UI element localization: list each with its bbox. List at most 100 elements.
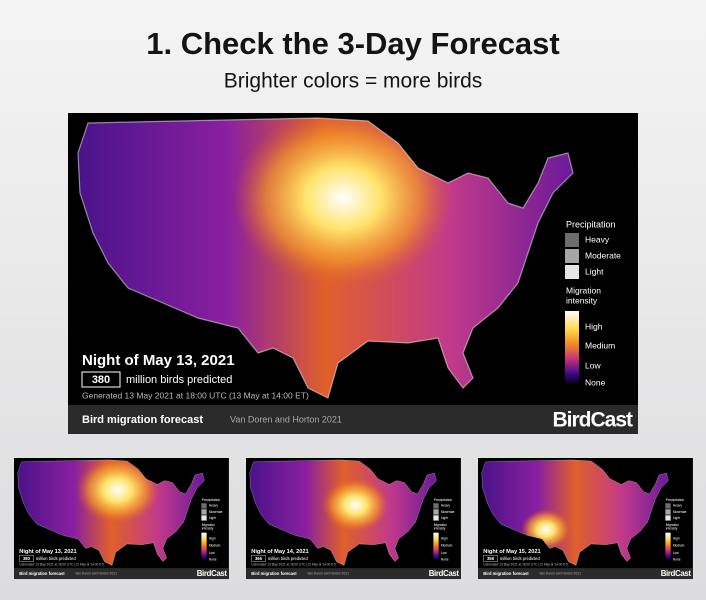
bird-count: 366 — [255, 556, 263, 561]
footer-label: Bird migration forecast — [251, 571, 297, 576]
brand: BirdCast — [661, 569, 692, 578]
legend-title: intensity — [202, 527, 214, 531]
precip-swatch — [201, 509, 207, 515]
migration-hotspot — [322, 477, 389, 533]
legend-label: Medium — [673, 544, 685, 548]
precip-swatch — [433, 509, 439, 515]
us-map — [481, 459, 669, 566]
color-bar — [565, 311, 579, 385]
precip-swatch — [665, 503, 671, 509]
count-box — [19, 555, 34, 562]
birds-label: million birds predicted — [36, 556, 77, 561]
legend-label: Low — [585, 360, 601, 370]
legend-title: Migration — [566, 285, 601, 295]
color-bar — [201, 532, 207, 561]
footer-bar — [478, 568, 693, 580]
bird-count: 358 — [487, 556, 495, 561]
legend-label: Medium — [209, 544, 221, 548]
legend-label: Medium — [585, 340, 615, 350]
birds-label: million birds predicted — [268, 556, 309, 561]
generated-label: Generated 13 May 2021 at 18:00 UTC (13 M… — [483, 563, 568, 567]
legend-title: Migration — [666, 523, 679, 527]
generated-label: Generated 13 May 2021 at 18:00 UTC (13 M… — [251, 563, 336, 567]
night-label: Night of May 15, 2021 — [483, 549, 540, 555]
legend-label: Light — [585, 266, 604, 276]
bird-count: 380 — [92, 374, 110, 386]
legend-title: Precipitation — [566, 219, 616, 229]
forecast-panel: Precipitation Heavy Moderate Light Migration… — [68, 113, 638, 434]
legend-title: Migration — [434, 523, 447, 527]
precip-swatch — [201, 503, 207, 509]
footer-credit: Van Doren and Horton 2021 — [230, 414, 342, 424]
night-label: Night of May 13, 2021 — [82, 352, 235, 369]
legend-label: High — [673, 537, 680, 541]
birds-label: million birds predicted — [500, 556, 541, 561]
legend-label: Low — [441, 551, 448, 555]
legend-label: None — [209, 558, 217, 562]
forecast-panel: Precipitation Heavy Moderate Light Migration… — [246, 458, 461, 580]
night-label: Night of May 13, 2021 — [19, 549, 76, 555]
legend-label: Heavy — [585, 234, 610, 244]
count-box — [483, 555, 498, 562]
legend-title: intensity — [566, 295, 598, 305]
precip-swatch — [565, 265, 579, 279]
legend-title: intensity — [666, 527, 678, 531]
legend-label: Heavy — [673, 504, 682, 508]
legend-label: None — [441, 558, 449, 562]
legend-label: Light — [209, 516, 216, 520]
migration-hotspot — [233, 118, 453, 288]
legend-title: Precipitation — [434, 498, 453, 502]
generated-label: Generated 13 May 2021 at 18:00 UTC (13 M… — [19, 563, 104, 567]
count-box — [251, 555, 266, 562]
forecast-panel: Precipitation Heavy Moderate Light Migration… — [14, 458, 229, 580]
footer-bar — [68, 405, 638, 434]
state-borders — [481, 459, 669, 566]
footer-label: Bird migration forecast — [483, 571, 529, 576]
bird-count: 380 — [23, 556, 31, 561]
birds-label: million birds predicted — [126, 374, 232, 386]
legend-label: Moderate — [585, 250, 621, 260]
color-bar — [433, 532, 439, 561]
precip-swatch — [201, 515, 207, 521]
brand: BirdCast — [552, 409, 633, 432]
legend-label: Low — [673, 551, 680, 555]
legend-label: Low — [209, 551, 216, 555]
legend-label: Medium — [441, 544, 453, 548]
title: 1. Check the 3-Day Forecast — [146, 26, 560, 61]
precip-swatch — [565, 249, 579, 263]
footer-label: Bird migration forecast — [19, 571, 65, 576]
legend-title: intensity — [434, 527, 446, 531]
footer-label: Bird migration forecast — [82, 414, 203, 426]
legend-label: Heavy — [441, 504, 450, 508]
legend-label: High — [441, 537, 448, 541]
brand: BirdCast — [197, 569, 228, 578]
precip-swatch — [565, 233, 579, 247]
legend-label: Heavy — [209, 504, 218, 508]
footer-bar — [14, 568, 229, 580]
subtitle: Brighter colors = more birds — [224, 70, 483, 93]
precip-swatch — [665, 509, 671, 515]
precip-swatch — [433, 515, 439, 521]
legend-label: High — [209, 537, 216, 541]
legend-label: None — [673, 558, 681, 562]
forecast-panel: Precipitation Heavy Moderate Light Migration… — [478, 458, 693, 580]
legend-label: Moderate — [209, 510, 223, 514]
legend-title: Migration — [202, 523, 215, 527]
legend-label: Moderate — [441, 510, 455, 514]
footer-credit: Van Doren and Horton 2021 — [75, 572, 117, 576]
state-borders — [77, 117, 574, 399]
state-borders — [249, 459, 437, 566]
legend-label: Moderate — [673, 510, 687, 514]
legend-label: None — [585, 377, 606, 387]
legend-label: High — [585, 321, 603, 331]
brand: BirdCast — [429, 569, 460, 578]
count-box — [81, 371, 121, 388]
precip-swatch — [665, 515, 671, 521]
legend-label: Light — [441, 516, 448, 520]
night-label: Night of May 14, 2021 — [251, 549, 308, 555]
legend-label: Light — [673, 516, 680, 520]
precip-swatch — [433, 503, 439, 509]
migration-hotspot — [76, 459, 160, 524]
footer-credit: Van Doren and Horton 2021 — [539, 572, 581, 576]
